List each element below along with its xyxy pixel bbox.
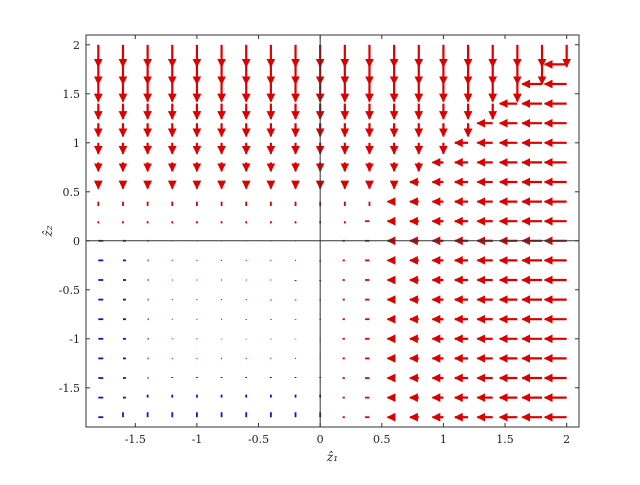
y-tick-label: 1.5 — [63, 88, 81, 101]
vector-arrow — [294, 357, 297, 359]
vector-arrow — [171, 338, 173, 340]
vector-arrow — [220, 299, 223, 301]
vector-arrow — [220, 357, 223, 359]
vector-arrow — [245, 299, 247, 301]
x-tick-label: 1.5 — [496, 433, 514, 446]
y-tick-label: 2 — [73, 39, 80, 52]
vector-arrow — [171, 318, 173, 320]
y-tick-label: -1 — [69, 333, 80, 346]
vector-arrow — [196, 299, 198, 301]
y-tick-label: 1 — [73, 137, 80, 150]
x-tick-label: 1 — [440, 433, 447, 446]
x-axis-label: ẑ₁ — [326, 450, 338, 464]
vector-arrow — [196, 259, 198, 261]
vector-arrow — [171, 259, 173, 261]
x-tick-label: -1 — [192, 433, 203, 446]
vector-arrow — [245, 357, 247, 359]
vector-arrow — [245, 279, 247, 281]
axes — [85, 34, 580, 428]
y-tick-label: 0 — [73, 235, 80, 248]
vector-arrow — [171, 357, 173, 359]
tick-labels: -1.5 -1 -0.5 0 0.5 1 1.5 2 -1.5 -1 -0.5 0 0.5 1 1.5 2 — [59, 39, 570, 446]
vector-field — [93, 44, 572, 422]
y-tick-label: -1.5 — [59, 382, 80, 395]
vector-arrow — [294, 259, 297, 261]
vector-arrow — [245, 259, 247, 261]
y-axis-label: ẑ₂ — [41, 225, 55, 237]
vector-arrow — [171, 279, 173, 281]
vector-arrow — [270, 279, 272, 281]
y-tick-label: -0.5 — [59, 284, 80, 297]
vector-arrow — [196, 338, 198, 340]
x-tick-label: 0 — [317, 433, 324, 446]
x-tick-label: 0.5 — [373, 433, 391, 446]
vector-arrow — [270, 259, 272, 261]
x-tick-label: -1.5 — [125, 433, 146, 446]
vector-arrow — [196, 318, 198, 320]
vector-arrow — [270, 357, 272, 359]
vector-arrow — [220, 279, 223, 281]
vector-arrow — [220, 318, 223, 320]
x-tick-label: 2 — [563, 433, 570, 446]
vector-arrow — [196, 357, 198, 359]
vector-arrow — [196, 279, 198, 281]
x-tick-label: -0.5 — [248, 433, 269, 446]
vector-arrow — [220, 259, 223, 261]
tick-marks — [86, 35, 579, 427]
plot-frame — [85, 34, 580, 428]
y-tick-label: 0.5 — [63, 186, 81, 199]
vector-arrow — [171, 299, 173, 301]
